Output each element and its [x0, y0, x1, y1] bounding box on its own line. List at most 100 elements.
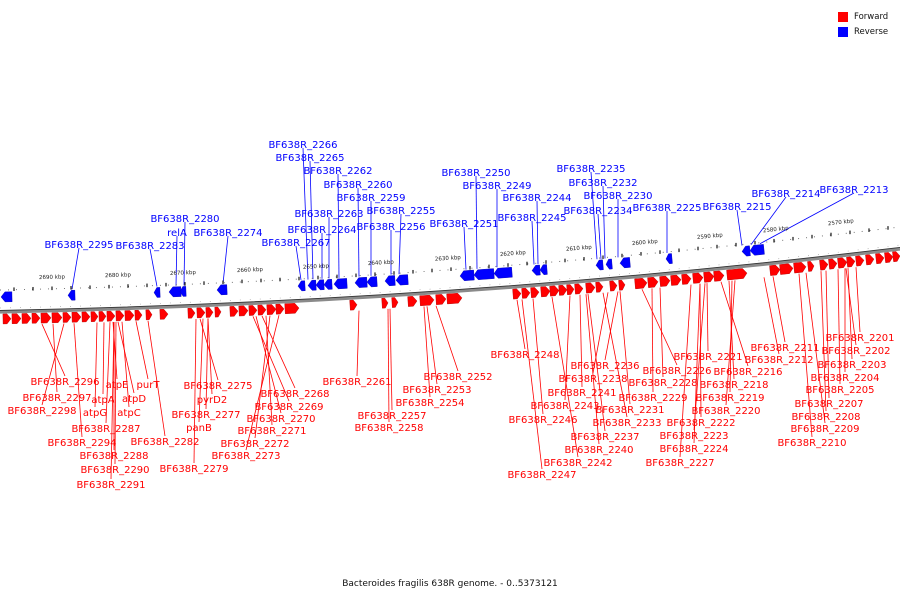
reverse-gene-arrow — [307, 279, 317, 291]
forward-gene-arrow — [855, 255, 865, 267]
label-leader-line — [435, 305, 459, 372]
gene-label: BF638R_2263 — [294, 209, 363, 220]
gene-label: BF638R_2216 — [713, 367, 782, 378]
gene-label: BF638R_2262 — [303, 166, 372, 177]
label-leader-line — [114, 321, 117, 465]
forward-gene-arrow — [11, 313, 22, 324]
gene-label: BF638R_2220 — [691, 406, 760, 417]
gene-label: BF638R_2202 — [821, 346, 890, 357]
gene-label: atpG — [83, 408, 107, 419]
forward-gene-arrow — [124, 310, 135, 321]
reverse-gene-arrow — [315, 279, 325, 291]
reverse-gene-arrow — [323, 279, 333, 290]
forward-gene-arrow — [530, 287, 540, 298]
reverse-gene-arrow — [665, 253, 673, 264]
label-leader-line — [193, 318, 197, 464]
forward-gene-arrow — [521, 287, 531, 299]
forward-gene-arrow — [634, 277, 648, 290]
label-leader-line — [759, 192, 855, 245]
genome-caption: Bacteroides fragilis 638R genome. - 0..5… — [342, 579, 558, 589]
reverse-gene-arrow — [459, 269, 475, 281]
gene-label: BF638R_2240 — [564, 445, 633, 456]
legend-forward: Forward — [838, 9, 900, 24]
label-leader-line — [105, 322, 111, 424]
reverse-gene-arrow — [619, 257, 631, 269]
forward-gene-arrow — [257, 304, 267, 316]
label-leader-line — [516, 299, 526, 350]
label-leader-line — [117, 321, 135, 394]
scale-tick-label: 2650 kbp — [303, 263, 330, 270]
forward-gene-arrow — [31, 313, 41, 324]
label-leader-line — [102, 322, 105, 395]
gene-label: BF638R_2205 — [805, 385, 874, 396]
reverse-gene-arrow — [493, 267, 513, 279]
label-leader-line — [41, 323, 66, 377]
gene-label: BF638R_2247 — [507, 470, 576, 481]
gene-label: BF638R_2255 — [366, 206, 435, 217]
scale-tick-label: 2680 kbp — [105, 272, 132, 279]
forward-gene-arrow — [419, 294, 435, 307]
label-leader-line — [693, 283, 701, 444]
gene-label: BF638R_2212 — [744, 355, 813, 366]
gene-label: BF638R_2219 — [695, 393, 764, 404]
reverse-gene-arrow — [539, 264, 548, 275]
label-leader-line — [295, 245, 302, 281]
forward-gene-arrow — [595, 281, 604, 293]
label-leader-line — [423, 306, 431, 398]
gene-label: BF638R_2235 — [556, 164, 625, 175]
forward-gene-arrow — [647, 276, 659, 288]
gene-label: BF638R_2257 — [357, 411, 426, 422]
forward-gene-arrow — [196, 307, 206, 319]
reverse-gene-arrow — [179, 286, 187, 297]
gene-arrows — [0, 244, 900, 325]
scale-tick-label: 2570 kbp — [828, 218, 855, 227]
label-leader-line — [147, 320, 166, 437]
forward-gene-arrow — [275, 303, 285, 315]
label-leader-line — [41, 323, 65, 406]
forward-gene-arrow — [214, 306, 222, 318]
label-leader-line — [587, 293, 606, 432]
label-leader-line — [73, 323, 83, 438]
gene-label: BF638R_2275 — [183, 381, 252, 392]
gene-label: BF638R_2291 — [76, 480, 145, 491]
genome-backbone — [0, 247, 900, 314]
label-leader-line — [805, 272, 826, 424]
reverse-gene-arrow — [741, 245, 751, 257]
gene-label: BF638R_2282 — [130, 437, 199, 448]
forward-gene-arrow — [793, 262, 807, 274]
gene-label: pyrD2 — [197, 395, 227, 406]
label-leader-line — [837, 269, 841, 385]
forward-gene-arrow — [819, 259, 829, 271]
legend: Forward Reverse — [838, 9, 900, 39]
label-leader-line — [205, 318, 209, 410]
scale-tick-label: 2630 kbp — [435, 255, 462, 263]
forward-gene-arrow — [98, 311, 107, 322]
forward-gene-arrow — [585, 282, 596, 294]
scale-tick-label: 2620 kbp — [500, 250, 527, 258]
label-leader-line — [387, 308, 390, 423]
gene-label: BF638R_2236 — [570, 361, 639, 372]
leader-lines — [41, 147, 861, 480]
reverse-gene-arrow — [605, 258, 613, 270]
forward-gene-arrow — [558, 284, 568, 296]
gene-label: BF638R_2214 — [751, 189, 820, 200]
gene-label: BF638R_2244 — [502, 193, 571, 204]
label-leader-line — [659, 287, 664, 378]
reverse-gene-arrow — [595, 259, 604, 271]
gene-label: BF638R_2287 — [71, 424, 140, 435]
reverse-gene-arrow — [531, 264, 541, 276]
forward-gene-arrow — [2, 313, 12, 325]
label-leader-line — [252, 316, 290, 402]
scale-tick-label: 2640 kbp — [368, 259, 395, 267]
reverse-gene-arrow — [216, 284, 228, 296]
genome-axis: 2690 kbp 2680 kbp 2670 kbp 2660 kbp 2650 kbp… — [0, 218, 900, 314]
label-leader-line — [536, 200, 539, 265]
gene-label: BF638R_2271 — [237, 426, 306, 437]
gene-label: BF638R_2249 — [462, 181, 531, 192]
gene-label: BF638R_2250 — [441, 168, 510, 179]
label-leader-line — [551, 296, 579, 458]
gene-label: BF638R_2254 — [395, 398, 464, 409]
gene-label: BF638R_2279 — [159, 464, 228, 475]
gene-label: BF638R_2252 — [423, 372, 492, 383]
